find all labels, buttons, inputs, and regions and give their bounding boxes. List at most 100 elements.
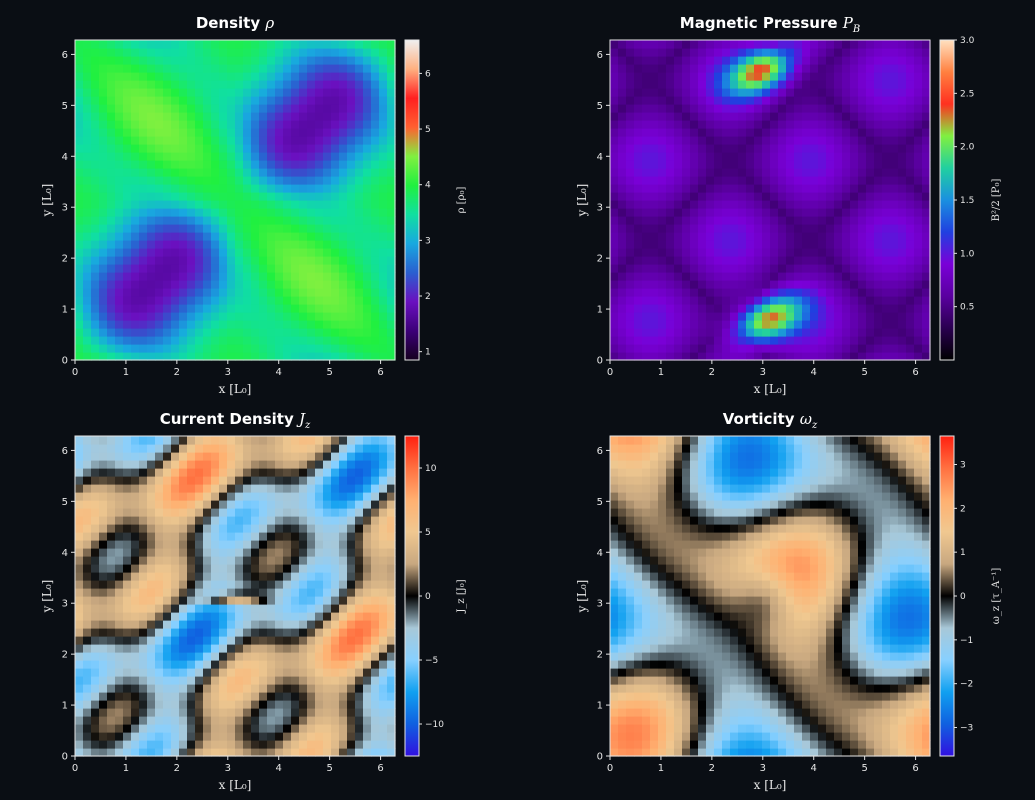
density-cell: [259, 168, 268, 177]
magnetic-pressure-cell: [682, 64, 691, 73]
current-density-cell: [219, 732, 228, 741]
density-cell: [203, 248, 212, 257]
magnetic-pressure-cell: [626, 224, 635, 233]
current-density-cell: [75, 708, 84, 717]
magnetic-pressure-cell: [626, 320, 635, 329]
density-cell: [363, 272, 372, 281]
magnetic-pressure-cell: [834, 224, 843, 233]
magnetic-pressure-cell: [898, 280, 907, 289]
current-density-cell: [291, 540, 300, 549]
density-cell: [91, 128, 100, 137]
current-density-cell: [203, 644, 212, 653]
density-cell: [91, 240, 100, 249]
magnetic-pressure-cell: [698, 312, 707, 321]
current-density-cell: [131, 700, 140, 709]
magnetic-pressure-cell: [810, 304, 819, 313]
magnetic-pressure-cell: [858, 40, 867, 49]
magnetic-pressure-cell: [738, 248, 747, 257]
current-density-cell: [235, 628, 244, 637]
magnetic-pressure-cell: [674, 48, 683, 57]
current-density-cell: [203, 540, 212, 549]
magnetic-pressure-cell: [890, 104, 899, 113]
magnetic-pressure-cell: [786, 232, 795, 241]
current-density-cell: [355, 444, 364, 453]
density-cell: [283, 288, 292, 297]
current-density-cell: [219, 500, 228, 509]
magnetic-pressure-cell: [898, 232, 907, 241]
density-cell: [147, 184, 156, 193]
density-cell: [379, 56, 388, 65]
current-density-cell: [299, 444, 308, 453]
density-cell: [267, 48, 276, 57]
density-cell: [227, 272, 236, 281]
current-density-cell: [115, 556, 124, 565]
magnetic-pressure-cell: [706, 352, 715, 361]
density-cell: [299, 152, 308, 161]
magnetic-pressure-cell: [882, 128, 891, 137]
magnetic-pressure-cell: [842, 176, 851, 185]
current-density-cell: [219, 612, 228, 621]
magnetic-pressure-cell: [698, 40, 707, 49]
density-cell: [363, 328, 372, 337]
density-cell: [251, 304, 260, 313]
magnetic-pressure-cell: [682, 240, 691, 249]
density-cell: [387, 224, 396, 233]
density-cell: [291, 288, 300, 297]
magnetic-pressure-cell: [906, 144, 915, 153]
density-cell: [219, 256, 228, 265]
magnetic-pressure-cell: [818, 184, 827, 193]
density-cell: [355, 232, 364, 241]
density-cell: [275, 288, 284, 297]
current-density-cell: [291, 668, 300, 677]
density-cell: [235, 88, 244, 97]
current-density-cell: [187, 700, 196, 709]
current-density-cell: [315, 596, 324, 605]
vorticity-cell: [610, 508, 619, 517]
current-density-cell: [259, 692, 268, 701]
density-cell: [243, 312, 252, 321]
current-density-cell: [211, 476, 220, 485]
density-cell: [91, 296, 100, 305]
density-cell: [187, 344, 196, 353]
magnetic-pressure-cell: [906, 248, 915, 257]
density-cell: [83, 128, 92, 137]
magnetic-pressure-cell: [730, 312, 739, 321]
current-density-cell: [147, 436, 156, 445]
current-density-cell: [195, 436, 204, 445]
current-density-cell: [339, 636, 348, 645]
current-density-cell: [339, 620, 348, 629]
density-cell: [307, 184, 316, 193]
current-density-cell: [187, 724, 196, 733]
density-cell: [379, 184, 388, 193]
density-cell: [307, 264, 316, 273]
density-cell: [203, 184, 212, 193]
current-density-cell: [339, 596, 348, 605]
current-density-cell: [99, 516, 108, 525]
current-density-cell: [379, 468, 388, 477]
density-cell: [219, 152, 228, 161]
current-density-cell: [163, 724, 172, 733]
current-density-cell: [163, 508, 172, 517]
magnetic-pressure-cell: [786, 240, 795, 249]
current-density-cell: [211, 460, 220, 469]
current-density-cell: [363, 564, 372, 573]
magnetic-pressure-cell: [770, 256, 779, 265]
density-cell: [371, 112, 380, 121]
current-density-cell: [259, 580, 268, 589]
magnetic-pressure-cell: [650, 112, 659, 121]
current-density-cell: [91, 716, 100, 725]
density-cell: [219, 120, 228, 129]
magnetic-pressure-cell: [826, 352, 835, 361]
density-cell: [331, 216, 340, 225]
magnetic-pressure-cell: [906, 200, 915, 209]
magnetic-pressure-cell: [922, 224, 931, 233]
density-cell: [203, 88, 212, 97]
current-density-cell: [275, 508, 284, 517]
current-density-cell: [251, 492, 260, 501]
current-density-cell: [147, 444, 156, 453]
current-density-cell: [147, 564, 156, 573]
magnetic-pressure-cell: [642, 56, 651, 65]
magnetic-pressure-cell: [626, 144, 635, 153]
current-density-cell: [219, 460, 228, 469]
current-density-cell: [379, 692, 388, 701]
